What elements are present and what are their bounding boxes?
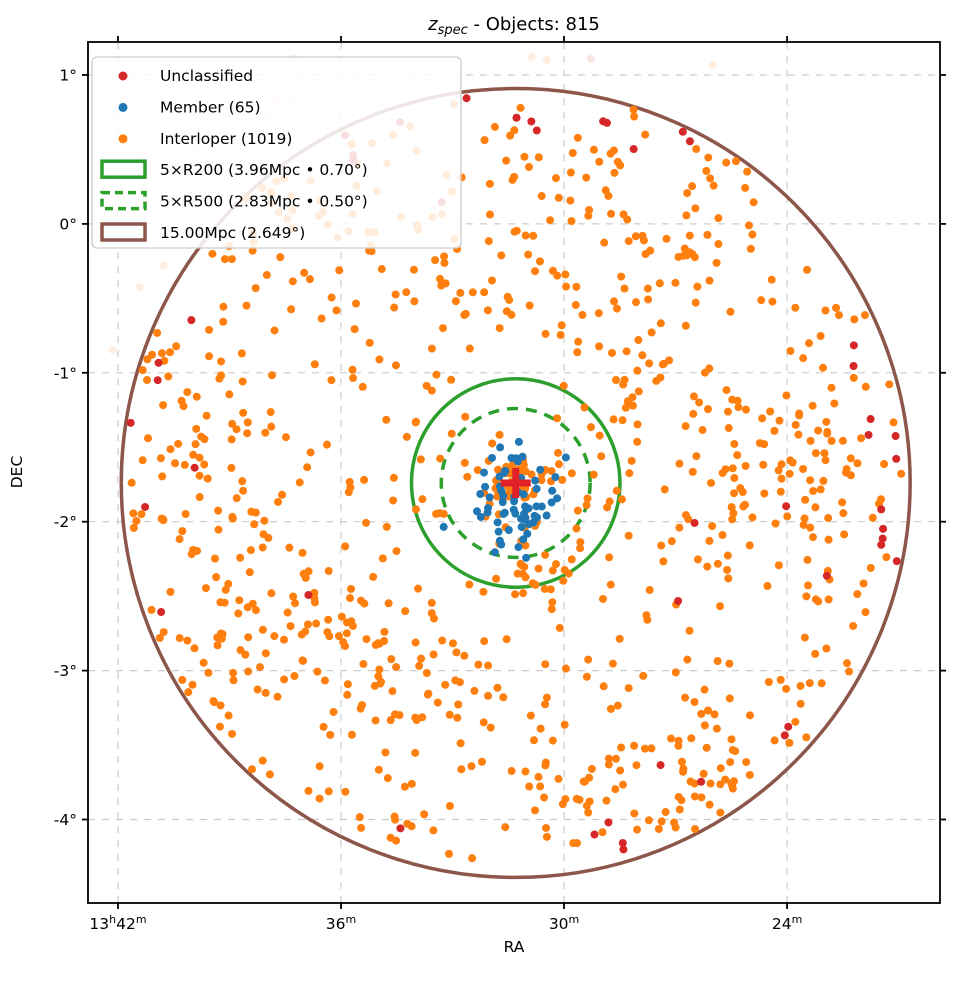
radius-circles <box>119 86 912 880</box>
legend-entry-4: 5×R200 (3.96Mpc • 0.70°) <box>100 159 368 179</box>
legend-marker-dot <box>118 134 128 144</box>
legend-entry-label: 15.00Mpc (2.649°) <box>160 224 305 242</box>
legend-marker-rect <box>100 222 147 242</box>
x-tick-label: 24m <box>772 913 802 933</box>
axis-ticks: 13h42m 36m 30m 24m 1° 0° -1° -2° -3° -4° <box>54 36 946 933</box>
y-axis-label: DEC <box>8 456 26 489</box>
center-cross-marker <box>500 467 531 498</box>
x-tick-label: 30m <box>549 913 579 933</box>
center-cross <box>500 467 531 498</box>
circle-5-r500 <box>439 406 592 560</box>
legend-entry-3: Interloper (1019) <box>118 130 292 148</box>
x-axis-label: RA <box>504 938 525 956</box>
circle-5-r200 <box>409 377 622 589</box>
legend-entry-label: Unclassified <box>160 67 253 85</box>
legend-entry-6: 15.00Mpc (2.649°) <box>100 222 305 242</box>
circle-15-00mpc <box>119 86 912 880</box>
legend-entry-label: 5×R200 (3.96Mpc • 0.70°) <box>160 161 368 179</box>
legend-entry-1: Unclassified <box>118 67 253 85</box>
chart-title: zspec - Objects: 815 <box>427 14 600 38</box>
y-tick-label: -1° <box>54 364 77 382</box>
legend-marker-dot <box>118 71 128 81</box>
member-points <box>439 437 570 562</box>
legend-box <box>91 56 462 249</box>
axes-frame <box>87 41 941 904</box>
legend-entry-2: Member (65) <box>118 98 261 116</box>
plot-frame <box>87 41 941 904</box>
legend: Unclassified Member (65) Interloper (1019)… <box>91 56 462 249</box>
y-tick-label: -3° <box>54 662 77 680</box>
legend-marker-rect <box>100 159 147 179</box>
legend-entry-label: Member (65) <box>160 98 261 116</box>
y-tick-label: 0° <box>59 215 77 233</box>
y-tick-label: -4° <box>54 811 77 829</box>
legend-entry-label: 5×R500 (2.83Mpc • 0.50°) <box>160 193 368 211</box>
legend-marker-dot <box>118 102 128 112</box>
y-tick-label: 1° <box>59 67 77 85</box>
x-tick-label: 36m <box>326 913 356 933</box>
y-tick-label: -2° <box>54 513 77 531</box>
legend-entry-5: 5×R500 (2.83Mpc • 0.50°) <box>100 190 368 211</box>
x-tick-label: 13h42m <box>89 913 146 933</box>
legend-marker-rect <box>100 190 147 211</box>
legend-entry-label: Interloper (1019) <box>160 130 292 148</box>
unclassified-points <box>126 94 901 854</box>
